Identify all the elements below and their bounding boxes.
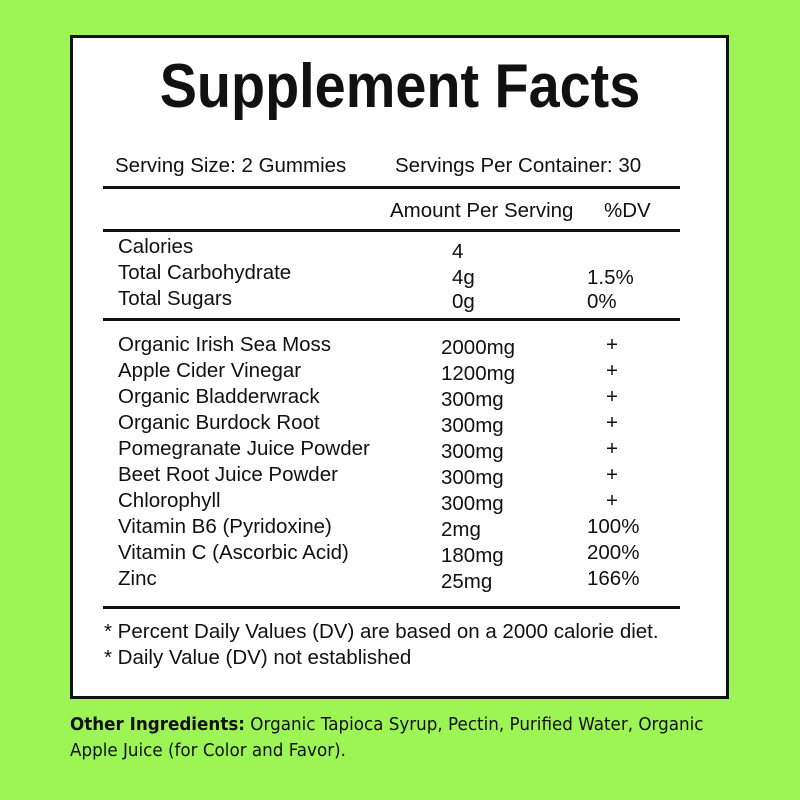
ingredient-amount: 25mg — [441, 570, 493, 593]
dv-header: %DV — [604, 199, 651, 222]
ingredient-amount: 300mg — [441, 466, 504, 489]
ingredient-dv: + — [606, 333, 618, 356]
macro-dv: 0% — [587, 290, 617, 313]
macro-dv: 1.5% — [587, 266, 634, 289]
divider — [103, 186, 680, 189]
ingredient-name: Organic Bladderwrack — [118, 385, 320, 408]
ingredient-dv: + — [606, 385, 618, 408]
macro-name: Calories — [118, 235, 194, 258]
ingredient-dv: 166% — [587, 567, 640, 590]
ingredient-name: Vitamin C (Ascorbic Acid) — [118, 541, 349, 564]
other-ingredients-text: Organic Tapioca Syrup, Pectin, Purified … — [70, 714, 704, 761]
ingredient-dv: + — [606, 489, 618, 512]
ingredient-amount: 2mg — [441, 518, 481, 541]
ingredient-name: Chlorophyll — [118, 489, 221, 512]
divider — [103, 318, 680, 321]
macro-name: Total Carbohydrate — [118, 261, 292, 284]
macro-name: Total Sugars — [118, 287, 232, 310]
ingredient-amount: 1200mg — [441, 362, 516, 385]
ingredient-name: Beet Root Juice Powder — [118, 463, 338, 486]
ingredient-amount: 300mg — [441, 492, 504, 515]
ingredient-name: Zinc — [118, 567, 157, 590]
footnote: * Percent Daily Values (DV) are based on… — [104, 620, 659, 643]
ingredient-amount: 300mg — [441, 440, 504, 463]
other-ingredients: Other Ingredients: Organic Tapioca Syrup… — [70, 712, 721, 764]
supplement-facts-panel — [70, 35, 729, 699]
other-ingredients-label: Other Ingredients: — [70, 714, 245, 735]
macro-amount: 4g — [452, 266, 475, 289]
servings-per-container: Servings Per Container: 30 — [395, 154, 642, 177]
ingredient-name: Organic Burdock Root — [118, 411, 320, 434]
ingredient-amount: 300mg — [441, 388, 504, 411]
ingredient-name: Apple Cider Vinegar — [118, 359, 302, 382]
ingredient-amount: 180mg — [441, 544, 504, 567]
divider — [103, 606, 680, 609]
page-title: Supplement Facts — [159, 52, 641, 121]
ingredient-amount: 300mg — [441, 414, 504, 437]
ingredient-dv: + — [606, 359, 618, 382]
ingredient-dv: 200% — [587, 541, 640, 564]
amount-header: Amount Per Serving — [390, 199, 574, 222]
ingredient-amount: 2000mg — [441, 336, 516, 359]
ingredient-dv: + — [606, 437, 618, 460]
ingredient-dv: 100% — [587, 515, 640, 538]
ingredient-dv: + — [606, 411, 618, 434]
divider — [103, 229, 680, 232]
ingredient-dv: + — [606, 463, 618, 486]
footnote: * Daily Value (DV) not established — [104, 646, 412, 669]
ingredient-name: Vitamin B6 (Pyridoxine) — [118, 515, 332, 538]
ingredient-name: Organic Irish Sea Moss — [118, 333, 332, 356]
macro-amount: 4 — [452, 240, 464, 263]
macro-amount: 0g — [452, 290, 475, 313]
serving-size: Serving Size: 2 Gummies — [115, 154, 347, 177]
ingredient-name: Pomegranate Juice Powder — [118, 437, 370, 460]
